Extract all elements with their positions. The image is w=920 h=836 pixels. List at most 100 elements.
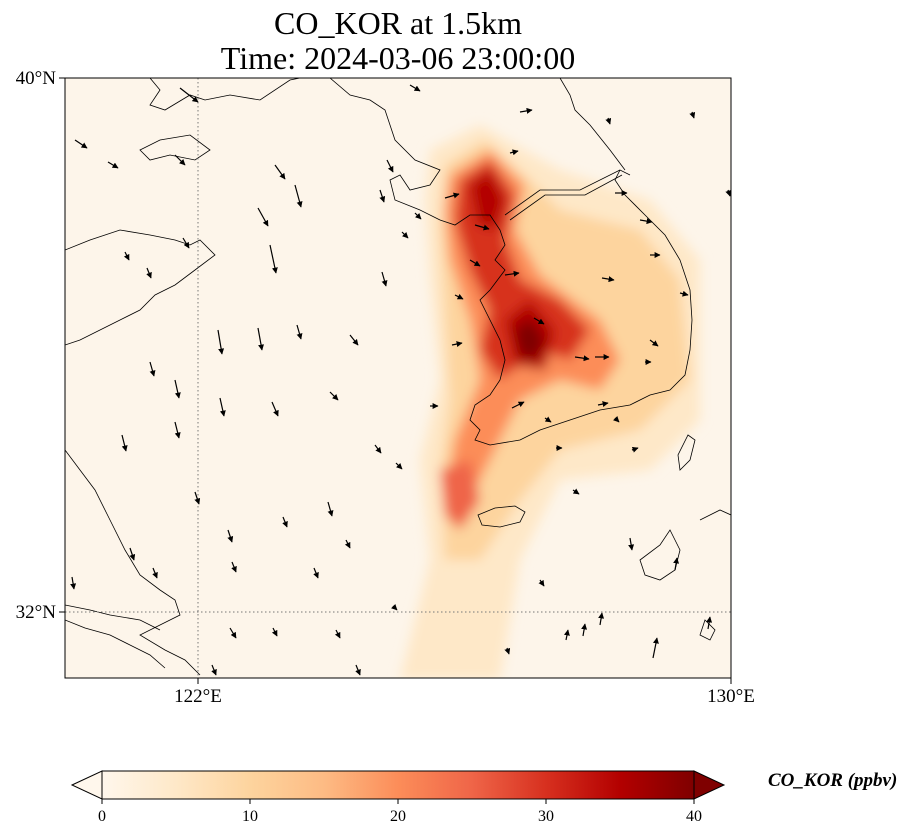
wind-arrow xyxy=(123,251,130,261)
hotspot-peak xyxy=(515,318,545,360)
wind-arrow xyxy=(689,111,696,119)
wind-arrow xyxy=(706,616,713,630)
wind-arrow xyxy=(563,629,570,641)
coast-yangtze-north xyxy=(65,604,161,631)
wind-arrow xyxy=(511,401,525,409)
wind-arrow xyxy=(231,561,237,573)
wind-arrow xyxy=(107,161,119,169)
wind-arrow xyxy=(219,397,226,417)
colorbar-tick-10: 10 xyxy=(242,808,258,825)
wind-arrow xyxy=(451,341,463,348)
wind-arrow xyxy=(444,192,460,199)
wind-arrow xyxy=(274,164,286,180)
wind-arrow xyxy=(271,401,279,417)
wind-arrow xyxy=(257,327,264,351)
wind-arrow xyxy=(282,516,288,528)
wind-arrow xyxy=(174,421,181,439)
colorbar-tick-40: 40 xyxy=(686,808,702,825)
coastlines xyxy=(65,78,731,676)
wind-arrow xyxy=(639,218,653,225)
coast-kyushu-1 xyxy=(699,509,731,521)
wind-arrow xyxy=(355,664,361,676)
wind-arrow xyxy=(327,501,334,517)
wind-arrow xyxy=(601,276,615,283)
wind-arrow xyxy=(257,207,269,227)
wind-arrow xyxy=(533,317,545,325)
colorbar-gradient xyxy=(102,771,694,799)
wind-arrow xyxy=(194,491,201,505)
map-title-line1: CO_KOR at 1.5km xyxy=(274,5,522,41)
wind-arrow xyxy=(504,647,511,655)
wind-arrow xyxy=(395,462,403,470)
wind-arrow xyxy=(574,355,590,362)
lat-tick-32: 32°N xyxy=(16,602,57,623)
coast-shandong-tip xyxy=(139,134,211,161)
colorbar-extend-min xyxy=(70,770,103,800)
wind-arrow xyxy=(296,324,303,340)
wind-arrow xyxy=(581,623,588,637)
wind-arrow xyxy=(349,334,359,346)
colorbar: 0 10 20 30 40 xyxy=(70,770,726,825)
coast-north-korea-east xyxy=(559,78,626,171)
wind-arrow xyxy=(605,117,612,125)
wind-arrow xyxy=(504,270,520,277)
coast-korea xyxy=(439,169,693,446)
wind-arrow xyxy=(152,567,158,579)
tick-marks xyxy=(59,77,732,684)
coast-yangtze-south xyxy=(65,619,166,669)
wind-arrow xyxy=(544,416,552,423)
wind-arrow xyxy=(149,361,156,377)
lon-tick-130: 130°E xyxy=(707,686,755,707)
wind-arrow xyxy=(329,391,339,401)
wind-arrow xyxy=(174,154,186,166)
wind-arrow xyxy=(386,159,394,173)
wind-arrow xyxy=(381,271,388,287)
wind-arrow xyxy=(74,139,88,149)
wind-arrow xyxy=(229,627,237,639)
colorbar-tick-20: 20 xyxy=(390,808,406,825)
wind-arrow xyxy=(474,224,490,231)
wind-arrow xyxy=(344,539,351,549)
wind-arrow xyxy=(469,259,481,267)
map-area[interactable] xyxy=(65,78,731,680)
wind-arrow xyxy=(129,547,136,561)
wind-arrow xyxy=(628,537,635,551)
wind-arrow xyxy=(269,244,278,274)
wind-arrow xyxy=(294,184,303,208)
colorbar-extend-max xyxy=(693,770,726,800)
wind-arrow xyxy=(146,267,152,279)
wind-arrow xyxy=(538,579,545,587)
island-jeju xyxy=(477,505,526,528)
wind-arrow xyxy=(379,189,386,203)
lat-tick-40: 40°N xyxy=(16,68,57,89)
wind-arrow xyxy=(182,237,190,249)
wind-arrow xyxy=(409,84,421,92)
island-tsushima xyxy=(677,434,696,471)
wind-arrow xyxy=(725,189,731,197)
gridlines xyxy=(65,78,731,678)
wind-arrow xyxy=(509,149,519,156)
wind-arrow xyxy=(391,604,398,611)
wind-arrow xyxy=(597,401,609,408)
wind-arrow xyxy=(271,627,278,637)
wind-arrow xyxy=(70,576,77,590)
wind-arrow xyxy=(174,379,181,399)
wind-arrow xyxy=(217,329,225,355)
coast-kyushu-3 xyxy=(699,619,716,641)
wind-vectors xyxy=(70,84,731,676)
wind-arrow xyxy=(313,567,319,579)
wind-arrow xyxy=(211,664,217,676)
map-frame xyxy=(64,77,732,679)
wind-arrow xyxy=(613,416,620,423)
colorbar-tick-0: 0 xyxy=(98,808,106,825)
colorbar-tick-30: 30 xyxy=(538,808,554,825)
wind-arrow xyxy=(454,293,464,300)
colorbar-label: CO_KOR (ppbv) xyxy=(768,770,898,791)
wind-arrow xyxy=(673,557,680,571)
wind-arrow xyxy=(401,231,409,239)
wind-arrow xyxy=(631,446,639,453)
wind-arrow xyxy=(334,629,341,639)
wind-arrow xyxy=(227,529,234,543)
wind-arrow xyxy=(414,212,422,220)
